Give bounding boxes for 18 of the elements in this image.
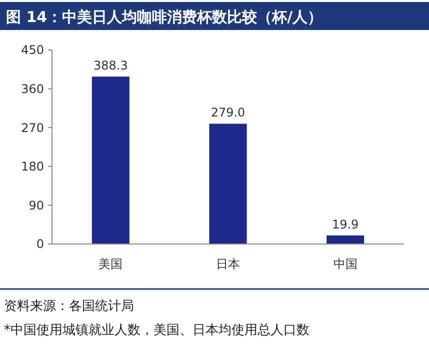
x-tick-label: 中国	[333, 257, 358, 271]
x-tick-label: 日本	[216, 257, 240, 271]
chart-title: 图 14：中美日人均咖啡消费杯数比较（杯/人）	[6, 8, 323, 26]
y-tick-label: 180	[21, 160, 44, 174]
text: *中国使用城镇就业人数，美国、日本均使用总人口数	[4, 322, 310, 338]
x-tick-label: 美国	[98, 257, 123, 271]
y-tick-label: 0	[36, 237, 44, 252]
y-tick-label: 270	[21, 120, 44, 135]
text: 资料来源：各国统计局	[4, 299, 134, 314]
y-tick-label: 90	[28, 198, 44, 212]
y-tick-label: 450	[21, 43, 44, 58]
y-tick-label: 360	[21, 82, 44, 96]
bar	[92, 76, 130, 244]
bar	[326, 235, 364, 244]
bar	[209, 124, 247, 244]
data-label: 19.9	[332, 217, 359, 232]
data-label: 279.0	[210, 106, 246, 120]
data-label: 388.3	[93, 58, 128, 73]
